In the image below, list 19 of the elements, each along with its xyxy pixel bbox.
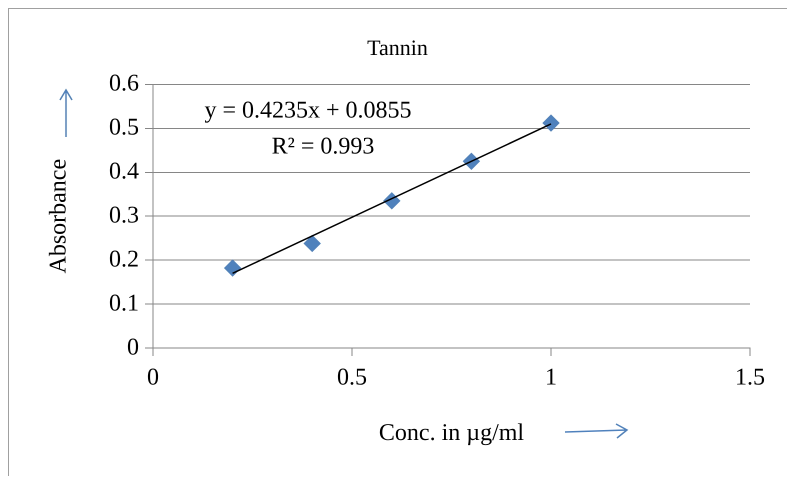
y-tick-label: 0.5 [109, 114, 139, 141]
x-tick-label: 0.5 [337, 364, 367, 391]
point [224, 260, 242, 277]
point [542, 114, 560, 132]
x-axis-title: Conc. in µg/ml [378, 420, 524, 446]
point [304, 234, 321, 252]
annotation: R² = 0.993 [272, 134, 374, 160]
y-tick-label: 0 [127, 334, 139, 360]
y-tick-label: 0.4 [109, 158, 139, 185]
x-tick-label: 1 [545, 364, 557, 391]
x-tick-label: 0 [147, 364, 159, 391]
y-tick-label: 0.1 [109, 290, 139, 316]
x-tick-label: 1.5 [735, 364, 765, 391]
y-axis-title: Absorbance [46, 158, 72, 274]
y-tick-label: 0.3 [109, 202, 139, 228]
annotation: y = 0.4235x + 0.0855 [204, 98, 412, 124]
chart-title: Tannin [367, 34, 428, 60]
y-tick-label: 0.6 [109, 70, 139, 97]
y-tick-label: 0.2 [109, 246, 139, 272]
